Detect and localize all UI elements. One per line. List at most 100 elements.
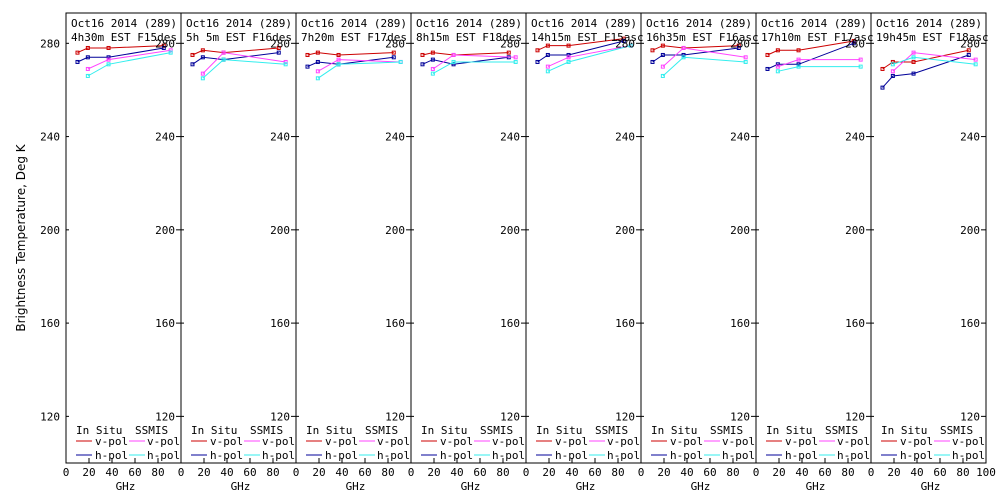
panel-frame [65,12,182,464]
legend-h-pol: h-pol [837,449,870,462]
data-point-insitu-v [736,43,741,48]
series-line-insitu-h [77,47,164,63]
data-series [75,36,978,90]
y-tick-label: 160 [155,317,175,330]
data-point-ssmis-h [566,59,571,64]
x-tick-label: 80 [381,466,394,479]
data-point-insitu-v [911,59,916,64]
data-point-ssmis-v [85,66,90,71]
data-point-ssmis-v [858,57,863,62]
legend-v-pol: v-pol [492,435,525,448]
data-point-insitu-h [796,62,801,67]
series-line-insitu-v [652,45,739,51]
y-tick-label: 120 [385,410,405,423]
x-tick-label: 0 [753,466,760,479]
y-tick-label: 200 [845,224,865,237]
x-tick-label: 20 [197,466,210,479]
data-point-insitu-h [851,41,856,46]
panel-title-time: 7h20m EST F17des [301,31,407,44]
x-tick-label: 20 [82,466,95,479]
legend-h-pol: h-pol [900,449,933,462]
panel-title-date: Oct16 2014 (289) [301,17,407,30]
y-tick-label: 120 [270,410,290,423]
y-tick-label-left: 200 [40,224,60,237]
legend-h-pol: h-pol [607,449,640,462]
data-point-insitu-h [545,52,550,57]
x-tick-label: 40 [910,466,923,479]
legend-h-pol: h-pol [555,449,588,462]
y-tick-label-left: 280 [40,37,60,50]
legend-v-pol: v-pol [785,435,818,448]
series-line-insitu-v [307,52,394,56]
data-point-ssmis-v [681,45,686,50]
panel-title-date: Oct16 2014 (289) [531,17,637,30]
x-axis-label: GHz [461,480,481,493]
x-tick-label: 100 [976,466,996,479]
data-point-insitu-h [276,50,281,55]
data-point-insitu-v [890,59,895,64]
data-point-insitu-v [315,50,320,55]
y-tick-label: 240 [155,131,175,144]
series-line-ssmis-h [892,56,976,65]
legend-ssmis: SSMIS [825,424,858,437]
series-line-insitu-h [537,40,624,63]
x-tick-label: 40 [795,466,808,479]
legend-v-pol: v-pol [722,435,755,448]
panel-title-date: Oct16 2014 (289) [761,17,867,30]
series-line-ssmis-v [87,49,171,70]
data-point-insitu-h [315,59,320,64]
data-point-ssmis-h [336,62,341,67]
x-tick-label: 20 [542,466,555,479]
data-point-insitu-v [506,50,511,55]
data-point-ssmis-h [973,62,978,67]
data-point-insitu-v [200,48,205,53]
y-tick-label: 120 [960,410,980,423]
series-line-insitu-h [767,42,854,70]
data-point-insitu-v [851,38,856,43]
data-point-insitu-h [966,52,971,57]
x-tick-label: 60 [358,466,371,479]
data-point-ssmis-v [545,64,550,69]
data-point-insitu-v [336,52,341,57]
panel-title-time: 16h35m EST F16asc [646,31,759,44]
legend-v-pol: v-pol [555,435,588,448]
y-tick-label: 160 [960,317,980,330]
data-point-ssmis-v [168,48,173,53]
legend-h-pol: h-pol [440,449,473,462]
y-tick-label: 240 [845,131,865,144]
data-point-insitu-h [106,55,111,60]
data-point-insitu-v [85,45,90,50]
panel-frame [410,12,527,464]
legend-in-situ: In Situ [306,424,352,437]
y-tick-label: 280 [385,37,405,50]
y-tick-label: 280 [500,37,520,50]
x-tick-label: 80 [726,466,739,479]
x-axis-label: GHz [116,480,136,493]
y-tick-label: 280 [730,37,750,50]
legend-h-pol: h-pol [670,449,703,462]
data-point-ssmis-h [743,59,748,64]
y-tick-label: 240 [615,131,635,144]
legend-v-pol: v-pol [262,435,295,448]
x-tick-label: 0 [868,466,875,479]
legend-v-pol: v-pol [210,435,243,448]
legend-ssmis: SSMIS [480,424,513,437]
legend-ssmis: SSMIS [940,424,973,437]
data-point-ssmis-h [283,62,288,67]
panel-title-time: 4h30m EST F15des [71,31,177,44]
data-point-insitu-v [161,43,166,48]
data-point-insitu-h [621,38,626,43]
panel-title-time: 14h15m EST F15asc [531,31,644,44]
x-tick-label: 60 [128,466,141,479]
data-point-insitu-h [305,64,310,69]
x-tick-label: 40 [335,466,348,479]
x-tick-label: 20 [657,466,670,479]
series-line-ssmis-h [432,61,516,75]
y-tick-label: 240 [385,131,405,144]
y-tick-label: 240 [960,131,980,144]
panel-frame [870,12,987,464]
x-tick-label: 20 [312,466,325,479]
y-tick-label: 240 [500,131,520,144]
y-tick-label: 160 [385,317,405,330]
x-tick-label: 40 [680,466,693,479]
